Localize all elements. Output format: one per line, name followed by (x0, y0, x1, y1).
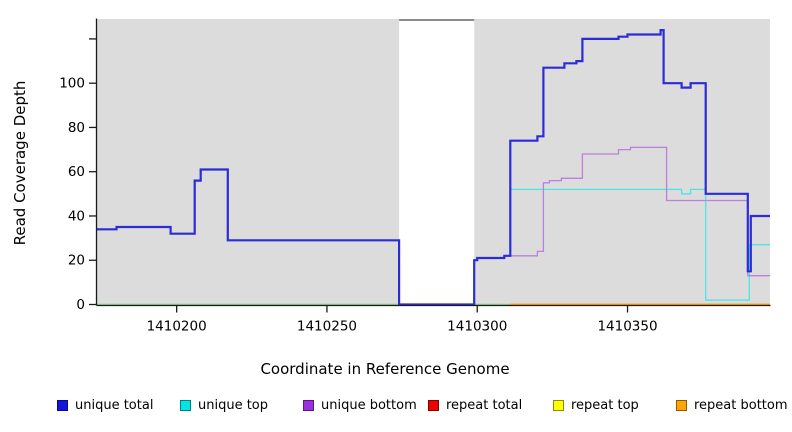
legend-swatch-unique-total (57, 400, 68, 411)
legend-item-repeat-total: repeat total (428, 398, 522, 413)
legend-label: repeat total (446, 398, 523, 413)
y-tick-label: 100 (59, 76, 85, 92)
gap-region (399, 19, 475, 305)
legend-label: unique bottom (321, 398, 417, 413)
legend-swatch-repeat-bottom (676, 400, 687, 411)
x-tick-label: 1410350 (597, 319, 657, 335)
legend-item-unique-total: unique total (57, 398, 153, 413)
legend-label: unique total (75, 398, 154, 413)
legend-label: repeat top (571, 398, 639, 413)
y-tick-label: 60 (68, 164, 85, 180)
legend-label: repeat bottom (694, 398, 788, 413)
legend-swatch-unique-bottom (303, 400, 314, 411)
legend: unique total unique top unique bottom repea… (0, 398, 792, 420)
x-tick-label: 1410300 (447, 319, 507, 335)
x-tick-label: 1410200 (147, 319, 207, 335)
y-tick-label: 80 (68, 120, 85, 136)
legend-item-repeat-top: repeat top (553, 398, 639, 413)
y-tick-label: 0 (76, 297, 85, 313)
legend-swatch-repeat-top (553, 400, 564, 411)
legend-swatch-unique-top (180, 400, 191, 411)
x-axis-title: Coordinate in Reference Genome (260, 360, 510, 378)
legend-label: unique top (198, 398, 269, 413)
legend-item-unique-top: unique top (180, 398, 268, 413)
x-tick-label: 1410250 (297, 319, 357, 335)
y-axis-title: Read Coverage Depth (11, 80, 29, 246)
series-line-unique-total (97, 29, 770, 306)
legend-item-repeat-bottom: repeat bottom (676, 398, 788, 413)
y-tick-label: 40 (68, 208, 85, 224)
legend-swatch-repeat-total (428, 400, 439, 411)
y-tick-label: 20 (68, 253, 85, 269)
legend-item-unique-bottom: unique bottom (303, 398, 417, 413)
